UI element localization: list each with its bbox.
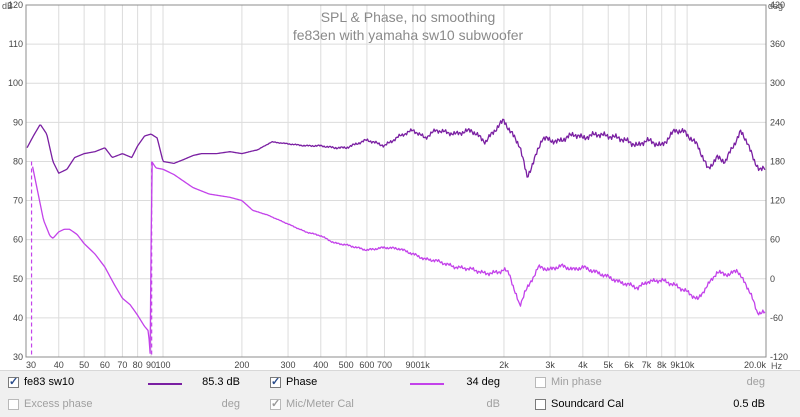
- legend-row-2: Excess phase deg Mic/Meter Cal dB Soundc…: [0, 395, 800, 415]
- x-tick-label: 700: [377, 360, 392, 370]
- left-tick-label: 50: [13, 274, 23, 284]
- right-tick-label: 360: [770, 39, 785, 49]
- left-tick-label: 70: [13, 196, 23, 206]
- x-tick-label: 3k: [545, 360, 555, 370]
- x-tick-label: 8k: [657, 360, 667, 370]
- x-tick-label: 100: [156, 360, 171, 370]
- right-axis-unit: deg: [768, 1, 783, 11]
- right-tick-label: 60: [770, 235, 780, 245]
- x-tick-label: 9k: [670, 360, 680, 370]
- phase-value: 34 deg: [466, 376, 500, 388]
- x-tick-label: 20.0k: [744, 360, 767, 370]
- plot-frame: [25, 4, 767, 358]
- x-tick-label: 2k: [499, 360, 509, 370]
- left-tick-label: 30: [13, 352, 23, 362]
- x-tick-label: 30: [26, 360, 36, 370]
- x-tick-label: 7k: [642, 360, 652, 370]
- grid-lines: [25, 4, 767, 358]
- soundcard-cal-checkbox[interactable]: [535, 399, 546, 410]
- left-tick-label: 90: [13, 117, 23, 127]
- min-phase-value: deg: [746, 376, 765, 388]
- min-phase-checkbox[interactable]: [535, 377, 546, 388]
- phase-label: Phase: [286, 376, 318, 388]
- left-tick-label: 110: [9, 39, 23, 49]
- left-axis-unit: dB: [2, 1, 13, 11]
- x-tick-label: 600: [359, 360, 374, 370]
- soundcard-cal-value: 0.5 dB: [733, 398, 765, 410]
- x-tick-label: 60: [100, 360, 110, 370]
- markers: [30, 161, 153, 357]
- min-phase-label: Min phase: [551, 376, 602, 388]
- fe83-sw10-swatch: [148, 383, 182, 385]
- left-tick-label: 100: [8, 78, 23, 88]
- right-tick-label: -120: [770, 352, 788, 362]
- chart-title: SPL & Phase, no smoothing: [321, 9, 496, 25]
- x-tick-label: 300: [281, 360, 296, 370]
- x-axis-unit: Hz: [771, 361, 782, 370]
- right-tick-label: 0: [770, 274, 775, 284]
- series-line-spl: [26, 118, 766, 178]
- x-tick-label: 10k: [680, 360, 695, 370]
- series-line-phase: [31, 161, 766, 354]
- right-axis-ticks: -120 -60 0 60 120 180 240 300 360 420: [770, 0, 788, 362]
- right-tick-label: 300: [770, 78, 785, 88]
- chart-subtitle: fe83en with yamaha sw10 subwoofer: [293, 27, 524, 43]
- soundcard-cal-label: Soundcard Cal: [551, 398, 624, 410]
- x-tick-label: 40: [54, 360, 64, 370]
- x-tick-label: 6k: [624, 360, 634, 370]
- right-tick-label: 420: [770, 0, 785, 10]
- mic-meter-cal-label: Mic/Meter Cal: [286, 398, 354, 410]
- series-lines: [26, 118, 766, 354]
- excess-phase-checkbox[interactable]: [8, 399, 19, 410]
- right-tick-label: 120: [770, 196, 785, 206]
- left-tick-label: 40: [13, 313, 23, 323]
- x-tick-label: 90: [146, 360, 156, 370]
- x-tick-label: 5k: [603, 360, 613, 370]
- fe83-sw10-label: fe83 sw10: [24, 376, 75, 388]
- mic-meter-cal-value: dB: [486, 398, 500, 410]
- left-tick-label: 60: [13, 235, 23, 245]
- x-tick-label: 1k: [420, 360, 430, 370]
- excess-phase-value: deg: [221, 398, 240, 410]
- right-tick-label: 240: [770, 117, 785, 127]
- right-tick-label: -60: [770, 313, 783, 323]
- fe83-sw10-checkbox[interactable]: [8, 375, 19, 388]
- x-tick-label: 70: [117, 360, 127, 370]
- excess-phase-label: Excess phase: [24, 398, 93, 410]
- left-axis-ticks: 30 40 50 60 70 80 90 100 110 120: [8, 0, 23, 362]
- left-tick-label: 80: [13, 156, 23, 166]
- phase-checkbox[interactable]: [270, 375, 281, 388]
- x-tick-label: 4k: [578, 360, 588, 370]
- left-tick-label: 120: [8, 0, 23, 10]
- x-tick-label: 900: [406, 360, 421, 370]
- mic-meter-cal-checkbox[interactable]: [270, 397, 281, 410]
- legend-panel: fe83 sw10 85.3 dB Phase 34 deg Min phase…: [0, 370, 800, 417]
- x-tick-label: 80: [133, 360, 143, 370]
- x-tick-label: 200: [234, 360, 249, 370]
- x-tick-label: 50: [79, 360, 89, 370]
- x-tick-label: 500: [339, 360, 354, 370]
- x-axis-ticks: 30 40 50 60 70 80 90 100 200 300 400 500 600 700 900 1k…: [26, 360, 766, 370]
- right-tick-label: 180: [770, 156, 785, 166]
- x-tick-label: 400: [313, 360, 328, 370]
- phase-swatch: [410, 383, 444, 385]
- fe83-sw10-value: 85.3 dB: [202, 376, 240, 388]
- legend-row-1: fe83 sw10 85.3 dB Phase 34 deg Min phase…: [0, 373, 800, 393]
